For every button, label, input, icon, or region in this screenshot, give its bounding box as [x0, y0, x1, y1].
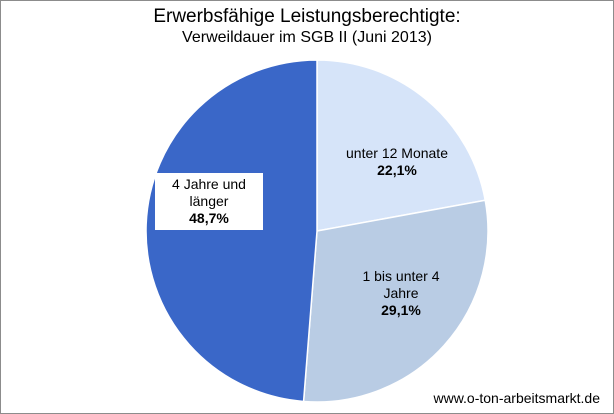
slice-value-label: 48,7% [189, 209, 229, 226]
slice-label-3: 4 Jahre und länger 48,7% [155, 172, 263, 230]
slice-label-2: 1 bis unter 4 Jahre 29,1% [341, 268, 461, 319]
source-footer: www.o-ton-arbeitsmarkt.de [433, 390, 600, 406]
slice-label-text: Jahre [383, 284, 419, 301]
slice-value-label: 29,1% [381, 301, 421, 318]
slice-label-text: 4 Jahre und [172, 175, 246, 192]
pie-slice-2 [302, 199, 489, 403]
slice-label-1: unter 12 Monate 22,1% [332, 145, 462, 179]
slice-label-text: 1 bis unter 4 [362, 267, 440, 284]
pie-slice-1 [316, 59, 487, 232]
pie-slice-3 [145, 59, 318, 403]
slice-label-text: länger [189, 192, 229, 209]
slice-value-label: 22,1% [377, 162, 417, 178]
slice-label-text: unter 12 Monate [346, 145, 448, 161]
chart-title: Erwerbsfähige Leistungsberechtigte: [153, 6, 461, 27]
chart-subtitle: Verweildauer im SGB II (Juni 2013) [182, 29, 432, 46]
